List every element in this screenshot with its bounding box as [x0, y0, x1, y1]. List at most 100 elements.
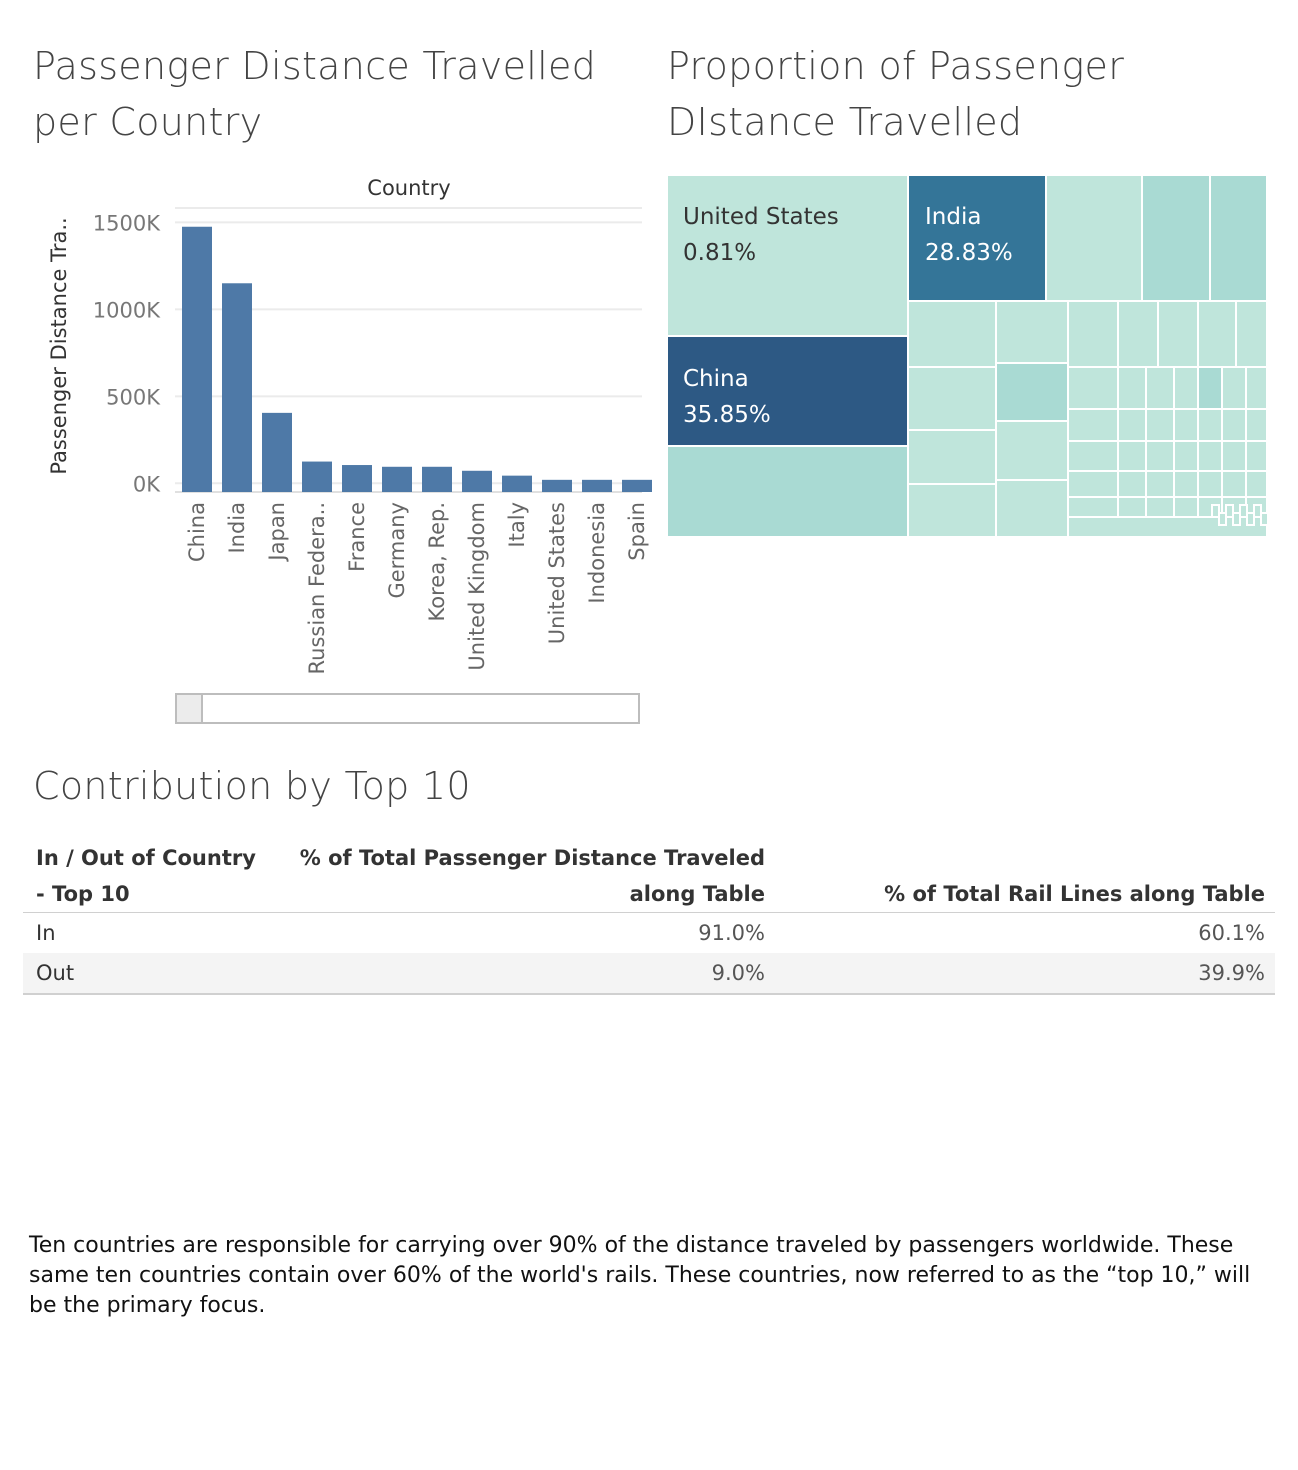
- y-axis-title: Passenger Distance Tra..: [47, 217, 71, 474]
- treemap-cell: [1245, 440, 1268, 472]
- treemap-cell: [1145, 408, 1175, 442]
- row-pct-distance: 91.0%: [698, 921, 765, 945]
- treemap-cell: [907, 300, 997, 368]
- row-pct-distance: 9.0%: [272, 953, 775, 995]
- bar: [542, 479, 572, 492]
- x-tick-label: Korea, Rep.: [425, 502, 449, 621]
- table-title: Contribution by Top 10: [33, 764, 471, 808]
- treemap-cell: [1173, 470, 1199, 498]
- treemap-cell: [1221, 408, 1247, 442]
- treemap-value-india: 28.83%: [925, 240, 1013, 266]
- x-tick-label: India: [225, 502, 249, 554]
- bar: [262, 412, 292, 492]
- header-pct-rail-lines[interactable]: % of Total Rail Lines along Table: [775, 838, 1275, 913]
- row-dim: Out: [23, 953, 272, 995]
- treemap-cell: [1253, 504, 1262, 518]
- treemap-cell: [1245, 366, 1268, 410]
- treemap-cell: [995, 300, 1069, 364]
- treemap-cell: [1141, 174, 1211, 302]
- treemap-cell: [1239, 504, 1248, 518]
- row-pct-rail: 60.1%: [1198, 921, 1265, 945]
- treemap-cell: [1197, 470, 1223, 498]
- bar: [382, 466, 412, 492]
- x-tick-label: Germany: [385, 502, 409, 599]
- horizontal-scrollbar[interactable]: [175, 693, 640, 724]
- header-in-out[interactable]: In / Out of Country - Top 10: [23, 838, 272, 913]
- treemap-cell: [1235, 300, 1268, 368]
- x-tick-label: Italy: [505, 502, 529, 548]
- treemap-cell: [1117, 366, 1147, 410]
- treemap-cell: [1067, 366, 1119, 410]
- bar: [302, 461, 332, 492]
- y-tick-label: 0K: [133, 472, 161, 496]
- treemap-cell: [907, 429, 997, 485]
- scrollbar-thumb[interactable]: [177, 695, 203, 722]
- treemap-cell: [1117, 440, 1147, 472]
- x-tick-label: China: [185, 502, 209, 562]
- bar: [222, 283, 252, 492]
- table-row[interactable]: Out 9.0% 39.9%: [23, 953, 1275, 995]
- treemap-cell: [1067, 516, 1268, 538]
- treemap-cell: [1145, 366, 1175, 410]
- y-tick-label: 1000K: [93, 298, 161, 322]
- treemap-cell: [1245, 470, 1268, 498]
- treemap-cell: [1173, 496, 1199, 518]
- bar-chart: Country Passenger Distance Tra.. 0K 500K 100…: [47, 176, 652, 674]
- x-tick-label: United States: [545, 502, 569, 644]
- row-dim: In: [36, 921, 56, 945]
- treemap-cell: [1245, 408, 1268, 442]
- treemap-chart: United States 0.81% India 28.83% China 35.85%: [666, 174, 1269, 538]
- bar: [182, 226, 212, 492]
- treemap-title: Proportion of Passenger DIstance Travell…: [667, 44, 1125, 144]
- treemap-cell: [1045, 174, 1143, 302]
- x-axis-title: Country: [367, 176, 450, 200]
- treemap-cell: [1173, 408, 1199, 442]
- treemap-cell: [1117, 470, 1147, 498]
- treemap-cell: [1211, 504, 1220, 518]
- y-tick-label: 1500K: [93, 211, 161, 235]
- treemap-cell: [1209, 174, 1268, 302]
- header-pct-rail-lines-label: % of Total Rail Lines along Table: [884, 882, 1265, 906]
- header-in-out-line1: In / Out of Country: [36, 846, 256, 870]
- bar: [502, 475, 532, 492]
- treemap-value-china: 35.85%: [683, 402, 771, 428]
- bar: [622, 479, 652, 492]
- x-tick-label: Russian Federa..: [305, 502, 329, 674]
- treemap-cell: [1173, 366, 1199, 410]
- treemap-cell: [1173, 440, 1199, 472]
- treemap-cell: [1145, 470, 1175, 498]
- treemap-cell: [1117, 408, 1147, 442]
- treemap-cell: [995, 479, 1069, 538]
- treemap-cell: [1145, 440, 1175, 472]
- treemap-cell: [1232, 512, 1241, 526]
- header-pct-distance[interactable]: % of Total Passenger Distance Traveled a…: [272, 838, 775, 913]
- treemap-cell: [1145, 496, 1175, 518]
- treemap-cell: [1246, 512, 1255, 526]
- header-pct-distance-line2: along Table: [629, 882, 765, 906]
- treemap-cell: [1067, 408, 1119, 442]
- treemap-cell: [1117, 496, 1147, 518]
- treemap-label-china: China: [683, 366, 749, 392]
- treemap-cell: [1067, 470, 1119, 498]
- x-tick-label: Indonesia: [585, 502, 609, 604]
- treemap-cell: [1197, 408, 1223, 442]
- treemap-cell: [1221, 366, 1247, 410]
- treemap-cell: [1067, 496, 1119, 518]
- treemap-cell: [995, 362, 1069, 422]
- bar: [582, 479, 612, 492]
- treemap-cell: [666, 445, 909, 538]
- treemap-cell: [1197, 300, 1237, 368]
- treemap-cell: [1117, 300, 1159, 368]
- header-in-out-line2: - Top 10: [36, 882, 130, 906]
- treemap-cell: [1260, 512, 1269, 526]
- treemap-cell: [1067, 440, 1119, 472]
- x-tick-label: United Kingdom: [465, 502, 489, 671]
- treemap-label-united-states: United States: [683, 204, 839, 230]
- bar: [422, 466, 452, 492]
- treemap-value-united-states: 0.81%: [683, 240, 756, 266]
- header-pct-distance-line1: % of Total Passenger Distance Traveled: [299, 846, 765, 870]
- treemap-cell: [995, 420, 1069, 481]
- table-row[interactable]: In 91.0% 60.1%: [23, 913, 1275, 954]
- row-pct-rail: 39.9%: [775, 953, 1275, 995]
- treemap-cell: [907, 483, 997, 538]
